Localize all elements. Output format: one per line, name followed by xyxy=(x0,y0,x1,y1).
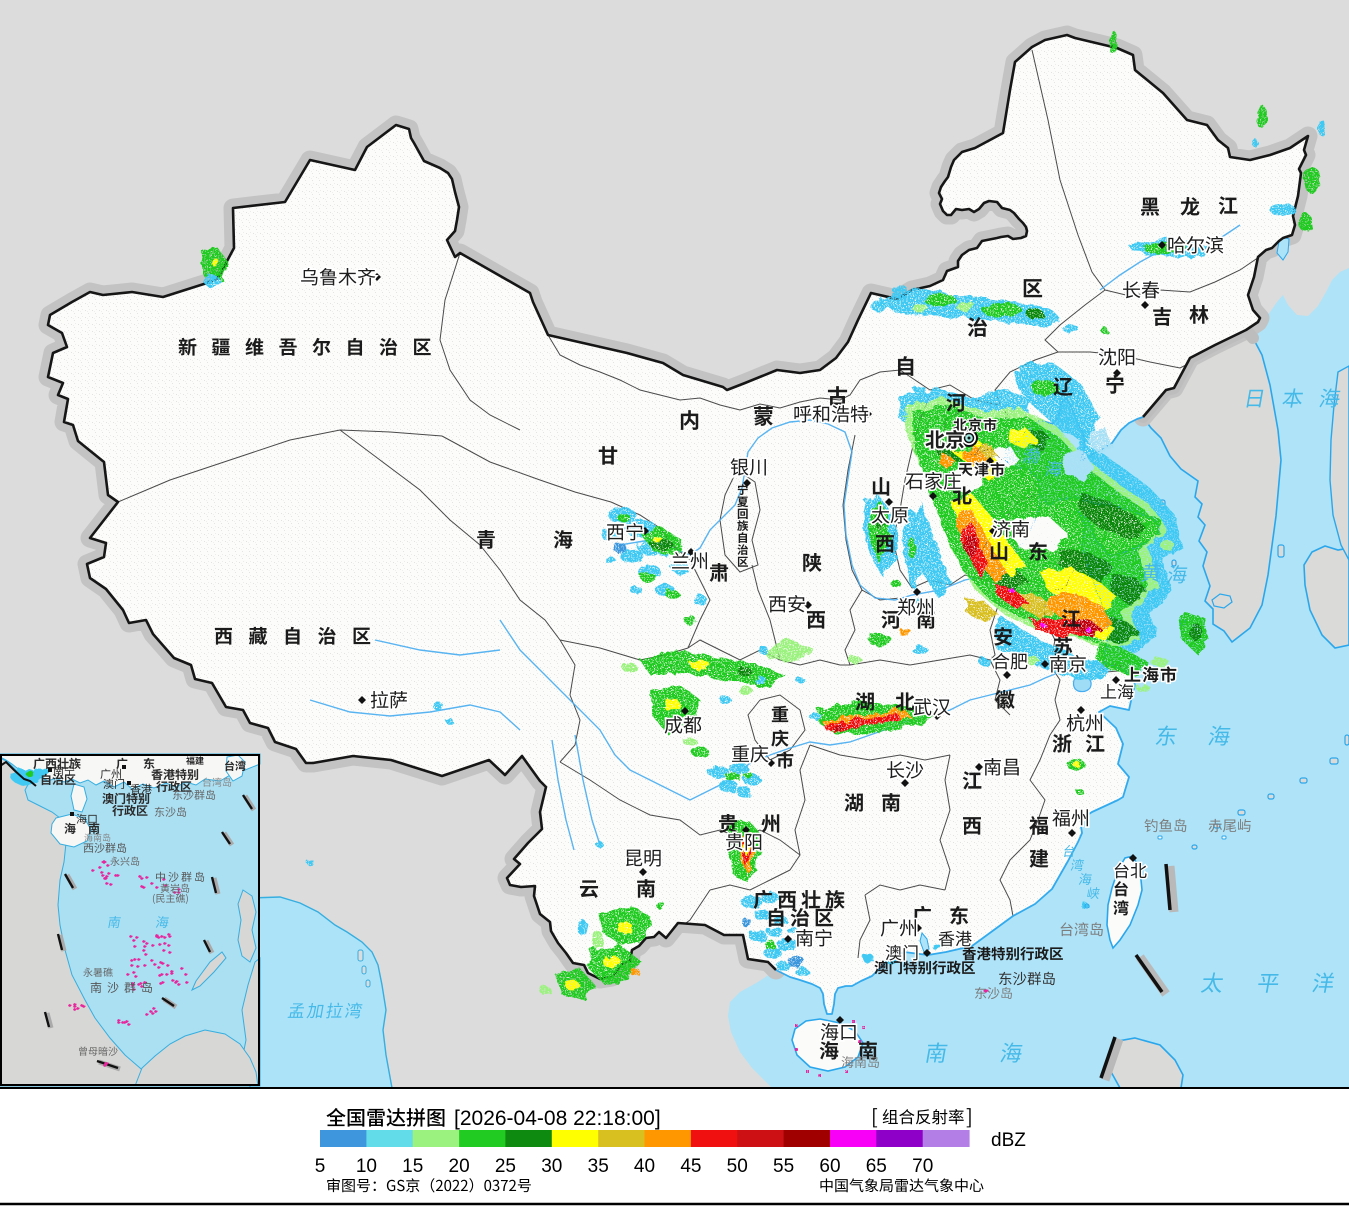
svg-text:60: 60 xyxy=(819,1156,840,1177)
svg-text:20: 20 xyxy=(449,1156,470,1177)
svg-text:15: 15 xyxy=(402,1156,423,1177)
svg-text:10: 10 xyxy=(356,1156,377,1177)
svg-text:[2026-04-08 22:18:00]: [2026-04-08 22:18:00] xyxy=(454,1107,661,1130)
svg-text:65: 65 xyxy=(866,1156,887,1177)
svg-text:40: 40 xyxy=(634,1156,655,1177)
svg-text:25: 25 xyxy=(495,1156,516,1177)
svg-text:45: 45 xyxy=(680,1156,701,1177)
svg-text:55: 55 xyxy=(773,1156,794,1177)
svg-text:70: 70 xyxy=(912,1156,933,1177)
svg-text:35: 35 xyxy=(588,1156,609,1177)
svg-text:5: 5 xyxy=(315,1156,326,1177)
svg-text:50: 50 xyxy=(727,1156,748,1177)
svg-text:30: 30 xyxy=(541,1156,562,1177)
svg-text:dBZ: dBZ xyxy=(991,1130,1026,1151)
